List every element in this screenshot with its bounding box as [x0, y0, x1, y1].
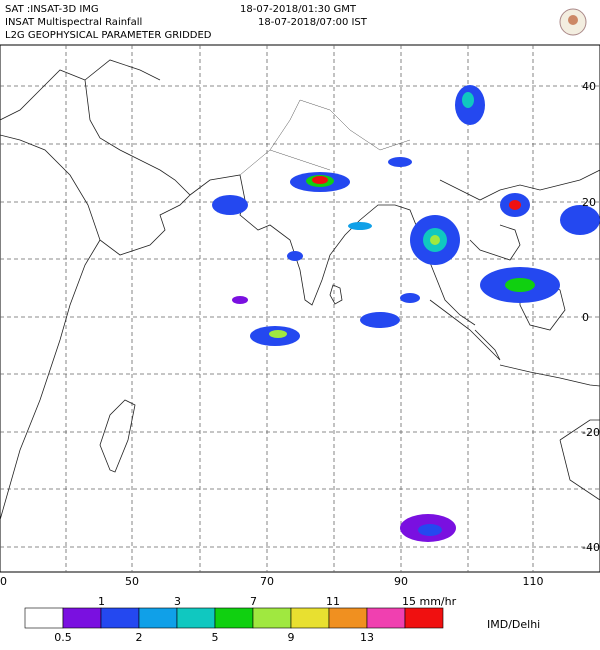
legend: 1 3 7 11 15 mm/hr0.5 2 5 9 13 [24, 595, 457, 644]
lat-label: -20 [582, 426, 600, 439]
rainfall [212, 85, 600, 542]
product: INSAT Multispectral Rainfall [5, 17, 142, 28]
lon-label: 90 [394, 575, 408, 588]
legend-label-top: 3 [174, 595, 181, 608]
legend-swatch [366, 607, 406, 629]
level: L2G GEOPHYSICAL PARAMETER GRIDDED [5, 30, 212, 41]
legend-swatch [138, 607, 178, 629]
lat-label: 40 [582, 80, 596, 93]
legend-swatch [290, 607, 330, 629]
lon-label: 50 [125, 575, 139, 588]
legend-label-bottom: 0.5 [54, 631, 72, 644]
legend-label-top: 11 [326, 595, 340, 608]
satellite: SAT :INSAT-3D IMG [5, 4, 99, 15]
credit: IMD/Delhi [487, 618, 540, 631]
lat-label: 20 [582, 196, 596, 209]
lon-label: 110 [523, 575, 544, 588]
graticule [0, 45, 600, 572]
time-ist: 18-07-2018/07:00 IST [258, 17, 368, 28]
axis-labels: 0 50 70 90 110 40 20 0 -20 -40 [0, 80, 600, 588]
legend-swatch [328, 607, 368, 629]
time-gmt: 18-07-2018/01:30 GMT [240, 4, 357, 15]
legend-label-top: 7 [250, 595, 257, 608]
lon-label: 0 [0, 575, 7, 588]
legend-swatch [24, 607, 64, 629]
legend-label-bottom: 5 [212, 631, 219, 644]
legend-label-top: 15 mm/hr [402, 595, 457, 608]
legend-label-bottom: 2 [136, 631, 143, 644]
logo [559, 8, 587, 36]
legend-label-bottom: 9 [288, 631, 295, 644]
legend-swatch [404, 607, 444, 629]
legend-swatch [252, 607, 292, 629]
legend-swatch [176, 607, 216, 629]
lat-label: 0 [582, 311, 589, 324]
legend-label-top: 1 [98, 595, 105, 608]
legend-swatch [214, 607, 254, 629]
map-frame [0, 44, 600, 573]
lat-label: -40 [582, 541, 600, 554]
legend-swatch [62, 607, 102, 629]
legend-swatch [100, 607, 140, 629]
legend-label-bottom: 13 [360, 631, 374, 644]
lon-label: 70 [260, 575, 274, 588]
